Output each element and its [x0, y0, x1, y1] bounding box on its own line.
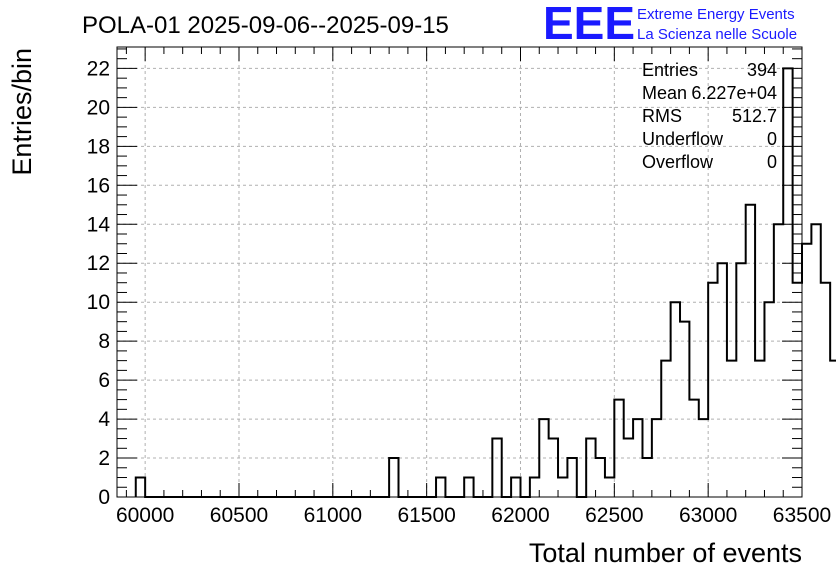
y-tick-label: 20: [87, 96, 110, 119]
histogram-outline: [134, 67, 836, 498]
histogram-bin: [596, 458, 605, 497]
stats-entries-label: Entries: [642, 60, 698, 80]
x-tick-label: 63000: [679, 504, 737, 527]
y-tick-label: 8: [98, 330, 110, 353]
histogram-bin: [136, 478, 145, 497]
y-tick-label: 12: [87, 252, 110, 275]
histogram-bin: [492, 439, 501, 497]
histogram-bins: [136, 68, 836, 497]
histogram-bin: [802, 244, 811, 497]
histogram-bin: [680, 322, 689, 497]
stats-overflow-label: Overflow: [642, 152, 714, 172]
histogram-bin: [764, 302, 773, 497]
axis-ticks: [117, 47, 803, 498]
x-tick-label: 62500: [585, 504, 643, 527]
x-tick-label: 62000: [491, 504, 549, 527]
stats-rms-value: 512.7: [732, 106, 777, 126]
stats-entries-value: 394: [747, 60, 777, 80]
y-tick-label: 0: [98, 486, 110, 509]
y-tick-label: 4: [98, 408, 110, 431]
y-tick-label: 10: [87, 291, 110, 314]
histogram-bin: [811, 224, 820, 497]
histogram-bin: [605, 478, 614, 497]
histogram-bin: [511, 478, 520, 497]
histogram-bin: [586, 439, 595, 497]
tick-labels: 60000 60500 61000 61500 62000 62500 63000 63500…: [87, 57, 832, 527]
logo-text: EEE: [543, 0, 635, 49]
logo-line-1: Extreme Energy Events: [637, 6, 795, 23]
histogram-bin: [671, 302, 680, 497]
x-tick-label: 61000: [304, 504, 362, 527]
stats-mean-value: 6.227e+04: [691, 83, 777, 103]
histogram-bin: [783, 68, 792, 497]
grid-lines: [117, 47, 802, 497]
histogram-bin: [774, 224, 783, 497]
histogram-bin: [830, 361, 836, 497]
chart-title: POLA-01 2025-09-06--2025-09-15: [82, 12, 449, 39]
stats-underflow-value: 0: [767, 129, 777, 149]
histogram-bin: [821, 283, 830, 497]
eee-logo: EEE Extreme Energy Events La Scienza nel…: [543, 0, 797, 49]
histogram-bin: [549, 439, 558, 497]
stats-box: Entries 394 Mean 6.227e+04 RMS 512.7 Und…: [642, 60, 777, 172]
histogram-bin: [661, 361, 670, 497]
histogram-bin: [727, 361, 736, 497]
histogram-bin: [389, 458, 398, 497]
histogram-bin: [530, 478, 539, 497]
x-tick-label: 63500: [773, 504, 831, 527]
plot-frame: [116, 46, 803, 498]
histogram-bin: [436, 478, 445, 497]
histogram-bin: [642, 458, 651, 497]
histogram-bin: [464, 478, 473, 497]
histogram-bin: [746, 205, 755, 497]
stats-underflow-label: Underflow: [642, 129, 724, 149]
stats-overflow-value: 0: [767, 152, 777, 172]
x-axis-label: Total number of events: [529, 538, 802, 568]
histogram-bin: [624, 439, 633, 497]
y-tick-label: 16: [87, 174, 110, 197]
histogram-bin: [689, 400, 698, 497]
y-tick-label: 14: [87, 213, 111, 236]
x-tick-label: 61500: [397, 504, 455, 527]
y-tick-label: 18: [87, 135, 110, 158]
x-tick-label: 60500: [210, 504, 268, 527]
x-tick-label: 60000: [116, 504, 174, 527]
y-tick-label: 22: [87, 57, 110, 80]
y-tick-label: 2: [98, 447, 110, 470]
histogram-bin: [558, 478, 567, 497]
y-tick-label: 6: [98, 369, 110, 392]
histogram-bin: [708, 283, 717, 497]
histogram-bin: [755, 361, 764, 497]
stats-rms-label: RMS: [642, 106, 682, 126]
stats-mean-label: Mean: [642, 83, 687, 103]
y-axis-label: Entries/bin: [7, 48, 37, 176]
histogram-bin: [614, 400, 623, 497]
histogram-bin: [567, 458, 576, 497]
logo-line-2: La Scienza nelle Scuole: [637, 26, 797, 43]
